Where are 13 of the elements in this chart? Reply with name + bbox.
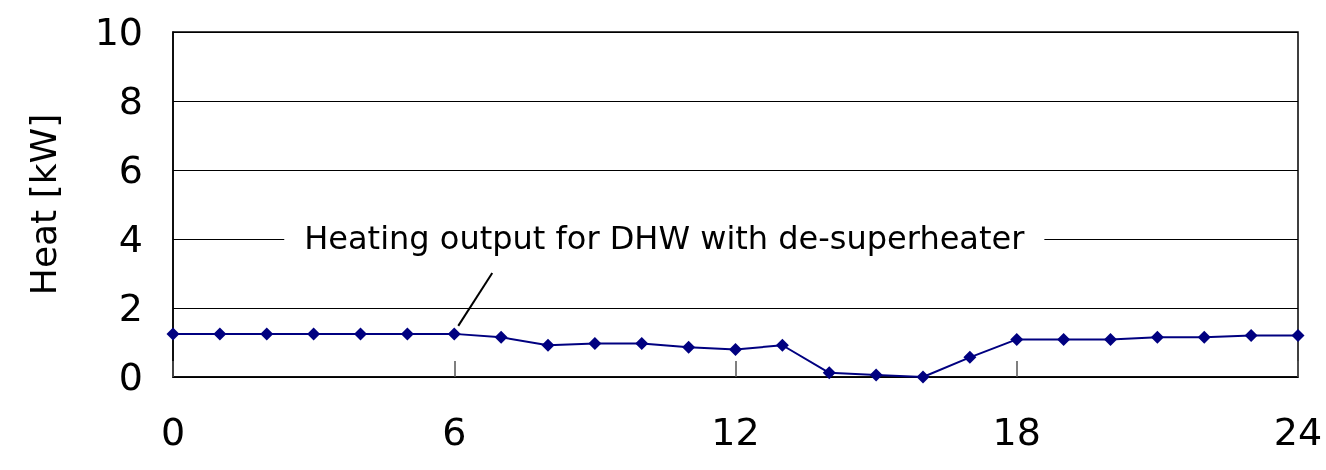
annotation: Heating output for DHW with de-superheater — [304, 219, 1026, 257]
y-tick-label: 0 — [118, 355, 143, 399]
y-tick-label: 8 — [118, 79, 143, 123]
x-tick-label: 0 — [160, 410, 186, 454]
x-tick-label: 12 — [711, 410, 760, 454]
x-tick-label: 24 — [1273, 410, 1323, 454]
y-tick-label: 6 — [118, 148, 143, 192]
y-tick-label: 4 — [118, 217, 143, 261]
y-tick-label: 2 — [118, 286, 143, 330]
x-tick-label: 6 — [442, 410, 467, 454]
y-axis-title: Heat [kW] — [22, 113, 64, 296]
x-tick-label: 18 — [992, 410, 1041, 454]
y-tick-label: 10 — [94, 10, 143, 54]
